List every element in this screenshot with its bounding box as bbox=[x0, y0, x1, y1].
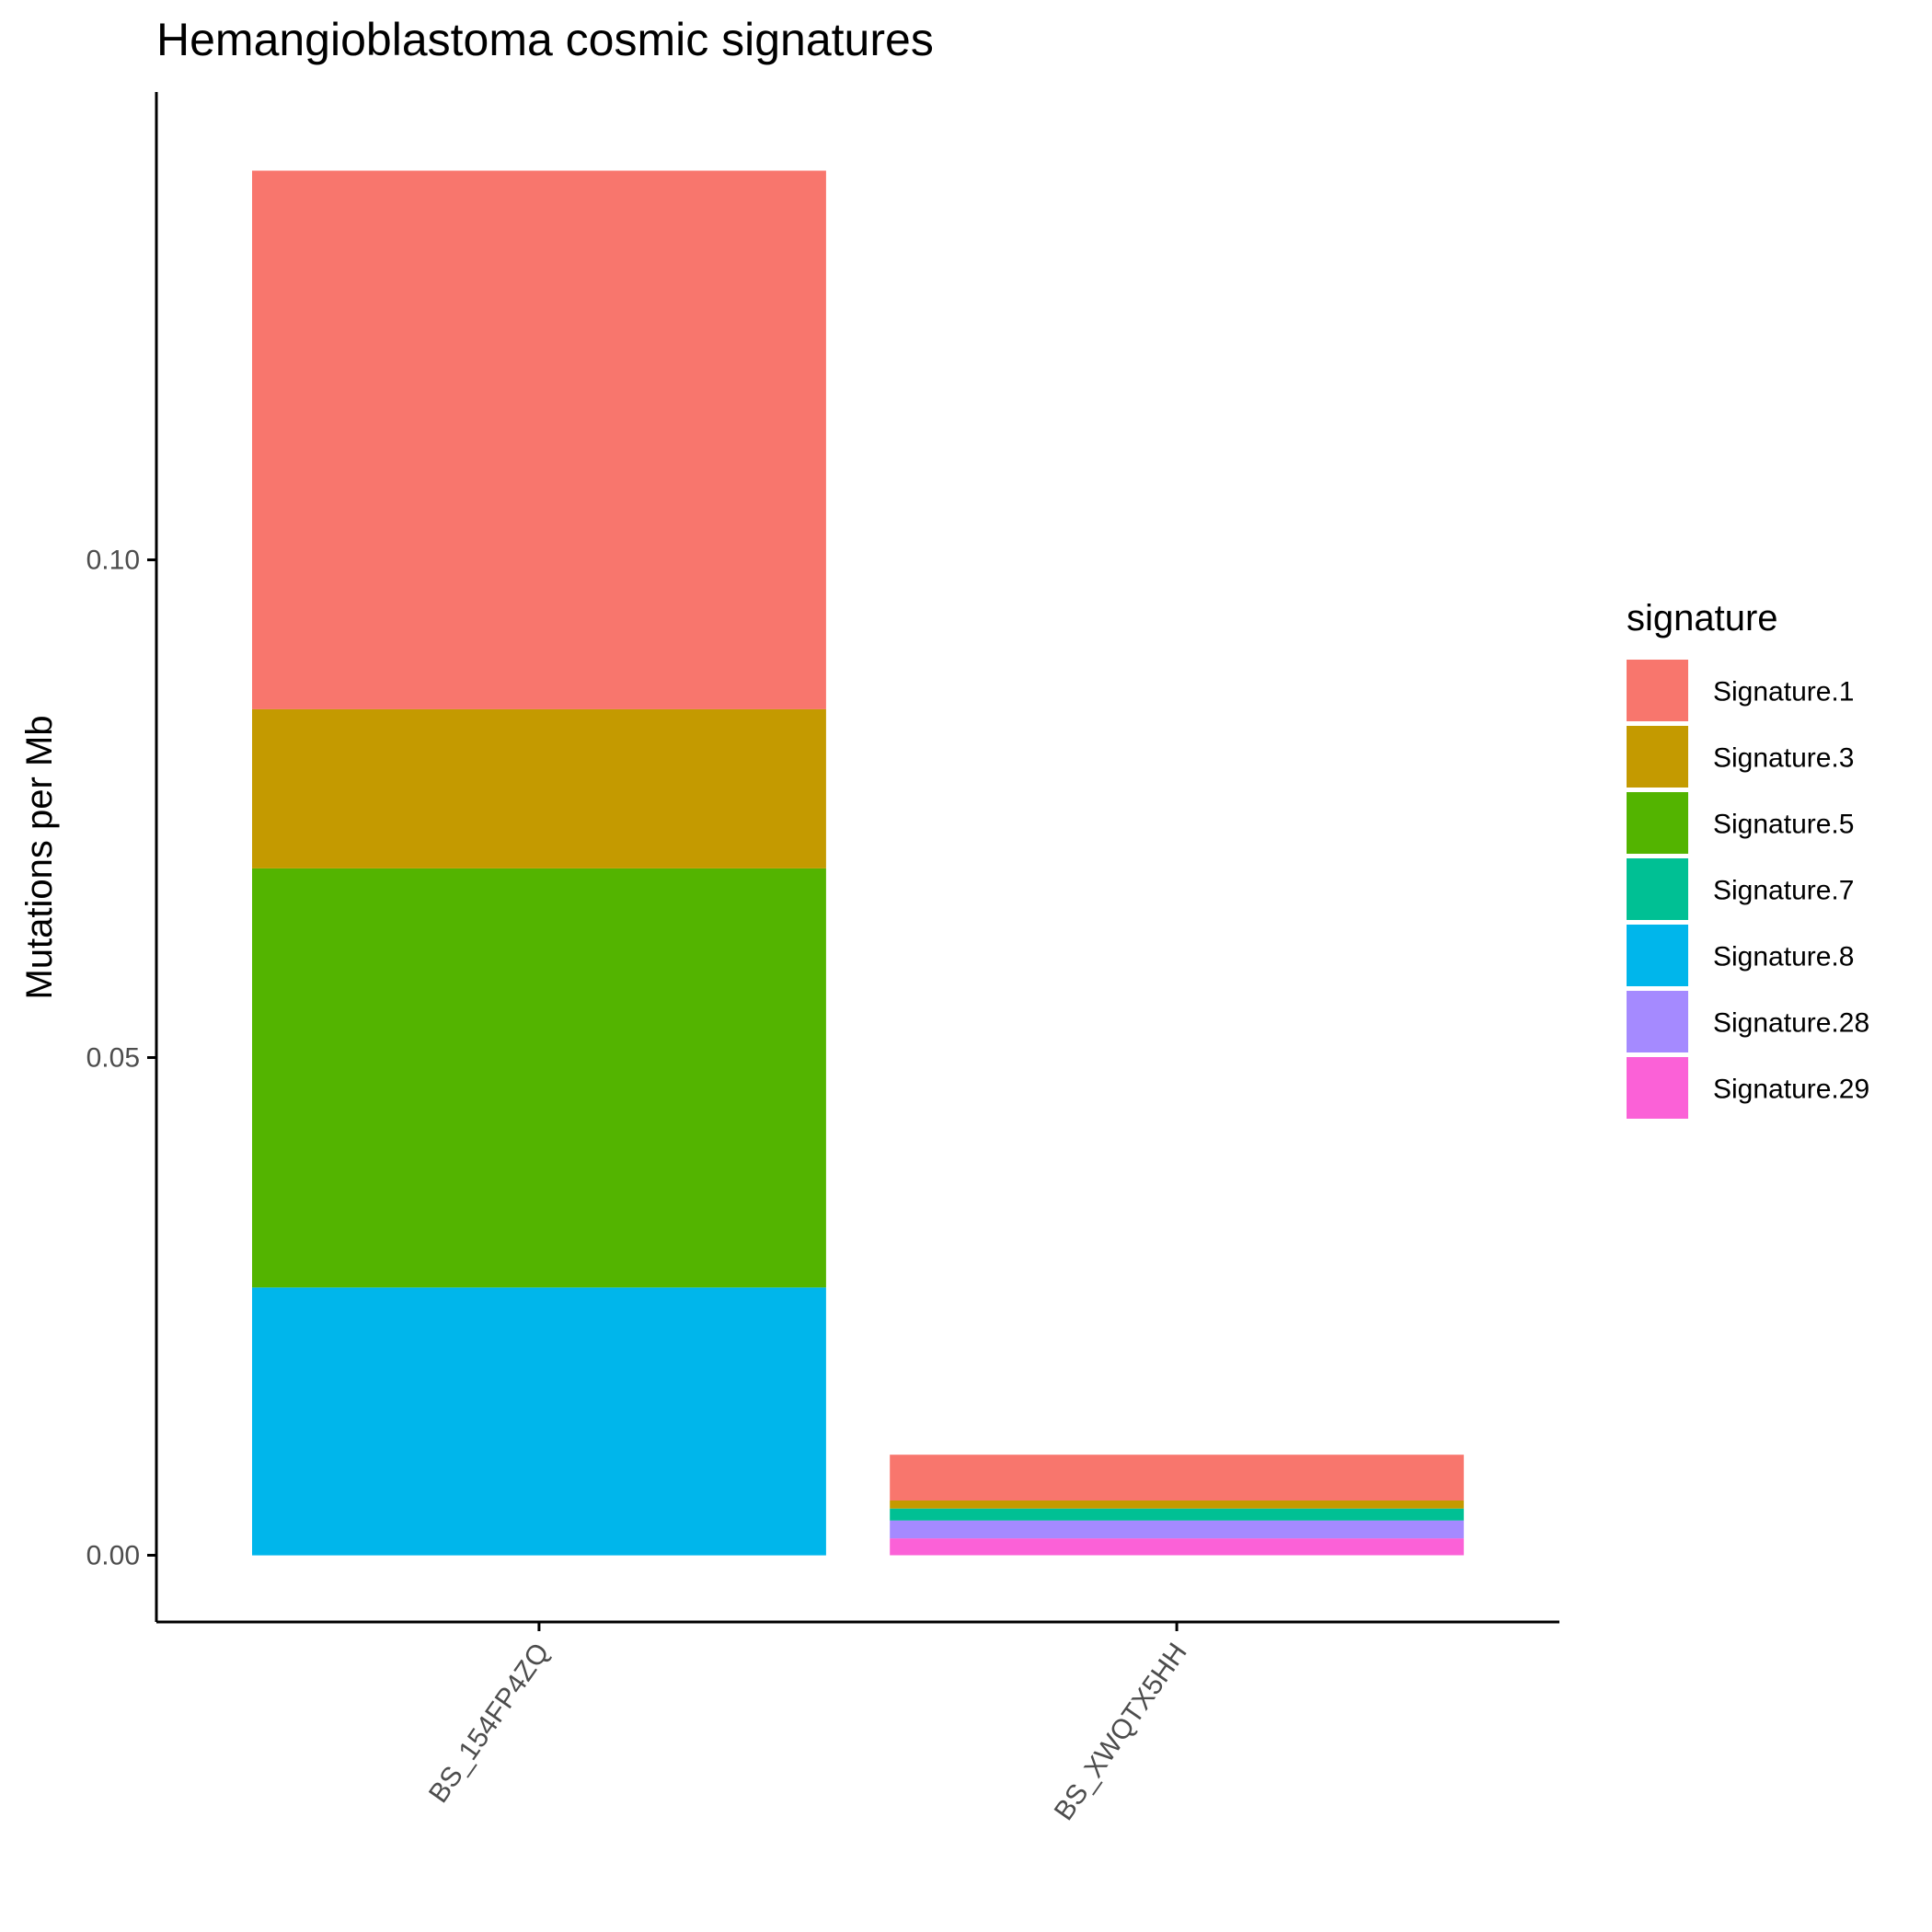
legend-label-Signature.28: Signature.28 bbox=[1713, 1008, 1869, 1039]
legend-key-Signature.8 bbox=[1627, 925, 1688, 986]
legend-label-Signature.7: Signature.7 bbox=[1713, 876, 1854, 906]
bar-BS_XWQTX5HH-Signature.1 bbox=[890, 1455, 1465, 1501]
bar-BS_XWQTX5HH-Signature.7 bbox=[890, 1508, 1465, 1521]
bar-BS_154FP4ZQ-Signature.1 bbox=[252, 170, 826, 709]
bar-BS_XWQTX5HH-Signature.3 bbox=[890, 1501, 1465, 1509]
bars-layer bbox=[252, 170, 1465, 1556]
bar-BS_154FP4ZQ-Signature.8 bbox=[252, 1287, 826, 1556]
legend-label-Signature.8: Signature.8 bbox=[1713, 942, 1854, 972]
y-tick-label: 0.05 bbox=[86, 1043, 140, 1074]
legend-label-Signature.1: Signature.1 bbox=[1713, 677, 1854, 707]
y-axis-title: Mutations per Mb bbox=[19, 715, 60, 999]
legend-key-Signature.29 bbox=[1627, 1057, 1688, 1119]
x-ticks: BS_154FP4ZQ BS_XWQTX5HH bbox=[423, 1622, 1193, 1826]
y-tick-label: 0.00 bbox=[86, 1541, 140, 1571]
y-tick-label: 0.10 bbox=[86, 546, 140, 576]
y-ticks: 0.00 0.05 0.10 bbox=[86, 546, 156, 1571]
legend-key-Signature.3 bbox=[1627, 726, 1688, 788]
legend-label-Signature.5: Signature.5 bbox=[1713, 810, 1854, 840]
legend-label-Signature.29: Signature.29 bbox=[1713, 1075, 1869, 1105]
bar-BS_154FP4ZQ-Signature.5 bbox=[252, 868, 826, 1288]
legend-title: signature bbox=[1627, 598, 1778, 638]
x-tick-label: BS_XWQTX5HH bbox=[1049, 1638, 1193, 1826]
bar-BS_XWQTX5HH-Signature.28 bbox=[890, 1520, 1465, 1539]
legend-key-Signature.7 bbox=[1627, 858, 1688, 920]
bar-BS_XWQTX5HH-Signature.29 bbox=[890, 1538, 1465, 1556]
legend-key-Signature.5 bbox=[1627, 792, 1688, 854]
chart-title: Hemangioblastoma cosmic signatures bbox=[156, 14, 934, 65]
legend-key-Signature.1 bbox=[1627, 660, 1688, 721]
legend-label-Signature.3: Signature.3 bbox=[1713, 743, 1854, 774]
legend: signature Signature.1 Signature.3 Signatur… bbox=[1627, 598, 1869, 1119]
bar-BS_154FP4ZQ-Signature.3 bbox=[252, 708, 826, 868]
x-tick-label: BS_154FP4ZQ bbox=[423, 1638, 556, 1809]
legend-key-Signature.28 bbox=[1627, 991, 1688, 1052]
